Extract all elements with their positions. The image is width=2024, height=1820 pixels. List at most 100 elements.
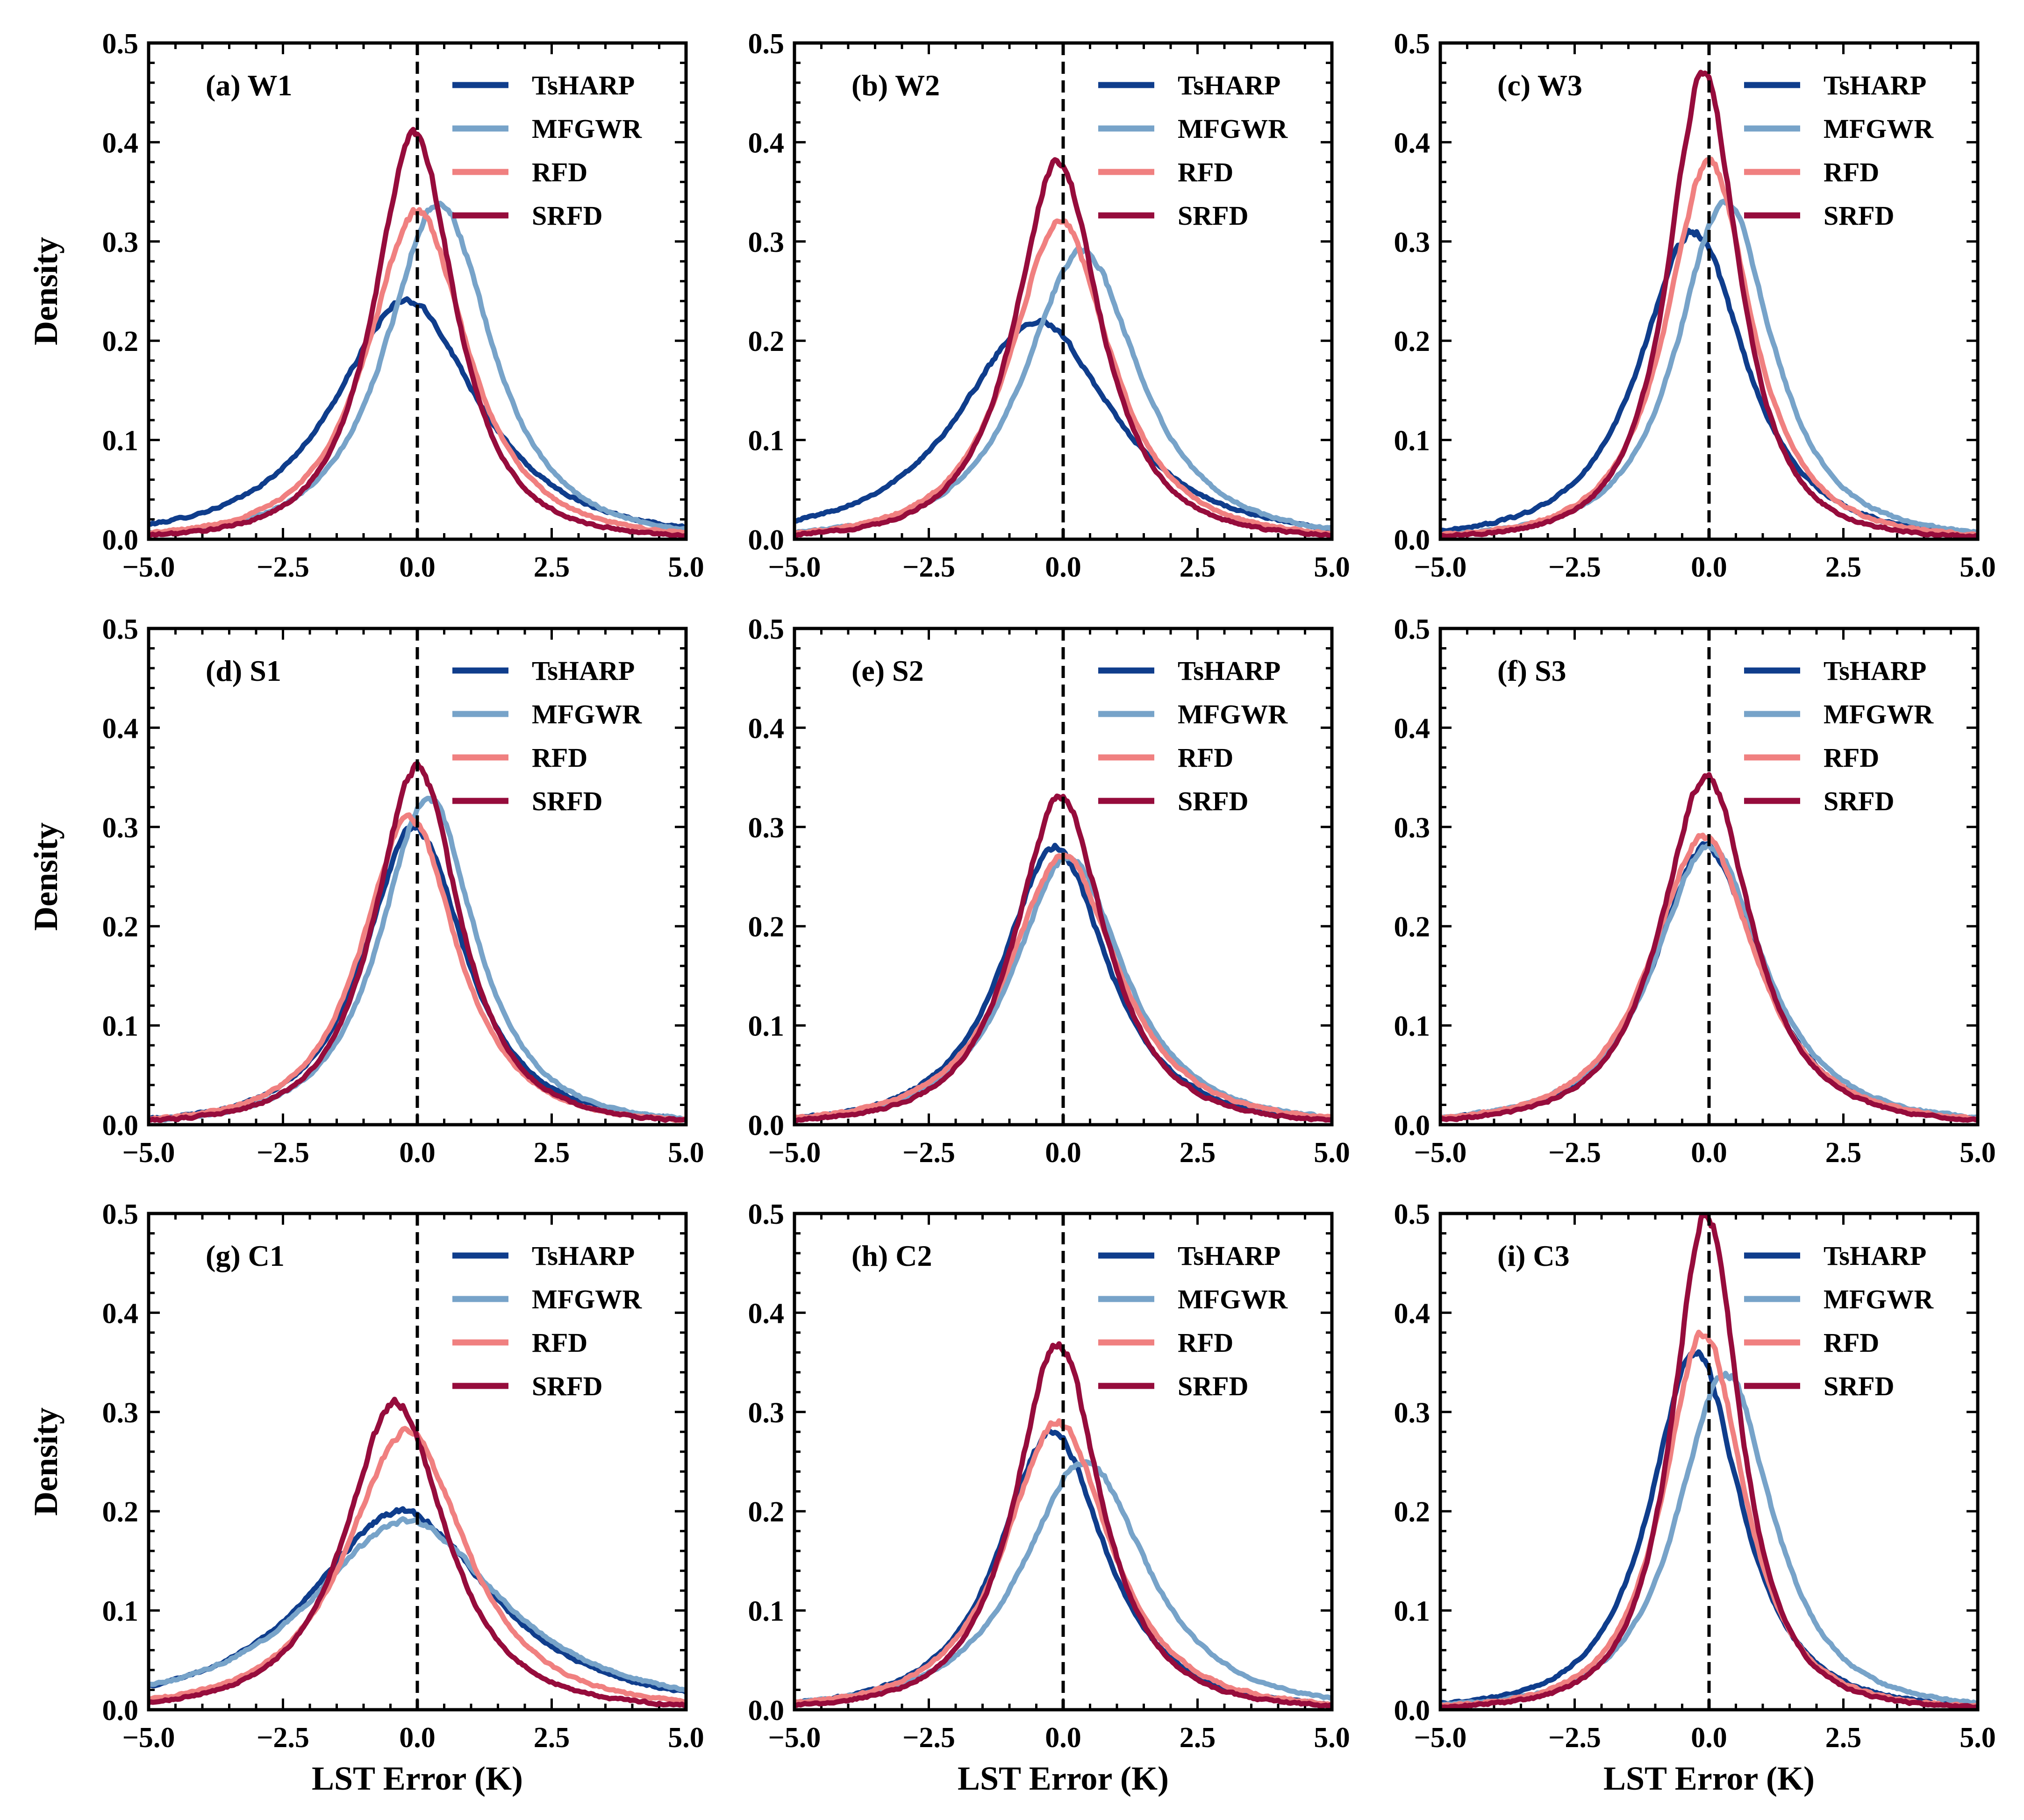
panel-title: (b) W2 — [851, 69, 940, 102]
panel-title: (e) S2 — [851, 654, 924, 687]
x-tick-label: 0.0 — [399, 1137, 436, 1169]
series-line-mfgwr — [1440, 842, 1978, 1121]
x-axis-label: LST Error (K) — [1603, 1760, 1815, 1797]
plot-frame — [793, 1212, 1334, 1712]
x-axis-label: LST Error (K) — [958, 1760, 1169, 1797]
plot-frame — [793, 41, 1334, 541]
legend-label-srfd: SRFD — [1824, 786, 1894, 816]
x-tick-label: 5.0 — [1314, 1137, 1350, 1169]
panel-title: (g) C1 — [206, 1239, 285, 1272]
legend-label-srfd: SRFD — [532, 786, 602, 816]
y-tick-label: 0.2 — [748, 1496, 785, 1528]
x-tick-label: 2.5 — [1180, 1722, 1216, 1754]
x-tick-label: 0.0 — [1691, 1722, 1727, 1754]
legend-label-rfd: RFD — [1824, 157, 1879, 187]
legend-label-tsharp: TsHARP — [532, 70, 635, 100]
x-tick-label: 2.5 — [1180, 551, 1216, 583]
legend-label-tsharp: TsHARP — [532, 656, 635, 686]
legend-label-rfd: RFD — [532, 157, 587, 187]
x-axis-label: LST Error (K) — [312, 1760, 523, 1797]
x-tick-label: 0.0 — [1045, 551, 1081, 583]
legend-label-srfd: SRFD — [532, 1371, 602, 1401]
panel-1: −5.0 −2.5 0.0 2.5 5.0 0.0 0.1 0.2 0.3 0.4 0.5 (a) W… — [27, 28, 704, 583]
legend-label-srfd: SRFD — [1824, 200, 1894, 231]
y-tick-label: 0.3 — [102, 227, 139, 258]
x-tick-label: 2.5 — [1825, 1722, 1862, 1754]
x-tick-label: 0.0 — [399, 1722, 436, 1754]
legend-label-tsharp: TsHARP — [1824, 70, 1926, 100]
y-tick-label: 0.0 — [102, 1695, 139, 1727]
y-tick-label: 0.2 — [102, 1496, 139, 1528]
y-tick-label: 0.3 — [1394, 227, 1430, 258]
legend: TsHARP MFGWR RFD SRFD — [1098, 1241, 1288, 1401]
legend: TsHARP MFGWR RFD SRFD — [1744, 1241, 1934, 1401]
x-tick-label: 0.0 — [1691, 1137, 1727, 1169]
panel-title: (h) C2 — [851, 1239, 932, 1272]
x-tick-label: 5.0 — [1314, 551, 1350, 583]
y-tick-label: 0.5 — [1394, 28, 1430, 60]
panel-8: −5.0 −2.5 0.0 2.5 5.0 0.0 0.1 0.2 0.3 0.4 0.5 (h) C… — [748, 1199, 1350, 1797]
legend-label-rfd: RFD — [532, 1328, 587, 1358]
panel-6: −5.0 −2.5 0.0 2.5 5.0 0.0 0.1 0.2 0.3 0.4 0.5 (f) S… — [1394, 614, 1996, 1169]
legend-label-srfd: SRFD — [1178, 200, 1248, 231]
y-tick-label: 0.5 — [1394, 1199, 1430, 1230]
y-tick-label: 0.5 — [748, 1199, 785, 1230]
x-tick-label: 0.0 — [1045, 1137, 1081, 1169]
legend-label-rfd: RFD — [1824, 742, 1879, 773]
y-tick-label: 0.5 — [102, 614, 139, 645]
y-tick-label: 0.1 — [102, 425, 139, 457]
y-tick-label: 0.0 — [1394, 1695, 1430, 1727]
x-tick-label: −2.5 — [902, 1137, 955, 1169]
legend-label-rfd: RFD — [532, 742, 587, 773]
x-tick-label: −5.0 — [768, 551, 821, 583]
y-tick-label: 0.3 — [1394, 812, 1430, 844]
y-tick-label: 0.3 — [748, 1397, 785, 1429]
plot-frame — [1438, 627, 1980, 1127]
plot-frame — [1438, 1212, 1980, 1712]
legend: TsHARP MFGWR RFD SRFD — [1098, 70, 1288, 231]
x-tick-label: −2.5 — [902, 551, 955, 583]
series-line-rfd — [1440, 1329, 1978, 1709]
x-tick-label: −2.5 — [902, 1722, 955, 1754]
y-tick-label: 0.2 — [748, 911, 785, 943]
x-tick-label: −2.5 — [257, 551, 309, 583]
y-tick-label: 0.5 — [1394, 614, 1430, 645]
x-tick-label: 5.0 — [668, 551, 704, 583]
legend-label-tsharp: TsHARP — [1824, 1241, 1926, 1271]
series-line-srfd — [794, 793, 1332, 1123]
legend-label-mfgwr: MFGWR — [532, 1284, 642, 1314]
y-tick-label: 0.4 — [1394, 1298, 1430, 1329]
panel-3: −5.0 −2.5 0.0 2.5 5.0 0.0 0.1 0.2 0.3 0.4 0.5 (c) W… — [1394, 28, 1996, 583]
x-tick-label: −5.0 — [768, 1722, 821, 1754]
x-tick-label: 2.5 — [1825, 1137, 1862, 1169]
x-tick-label: −5.0 — [1414, 1722, 1467, 1754]
legend-label-srfd: SRFD — [532, 200, 602, 231]
y-tick-label: 0.3 — [102, 812, 139, 844]
panel-title: (a) W1 — [206, 69, 292, 102]
y-tick-label: 0.4 — [748, 713, 785, 744]
y-tick-label: 0.2 — [748, 326, 785, 357]
x-tick-label: −2.5 — [257, 1137, 309, 1169]
legend-label-mfgwr: MFGWR — [1178, 114, 1288, 144]
x-tick-label: −5.0 — [122, 1722, 175, 1754]
x-tick-label: 5.0 — [1960, 551, 1996, 583]
legend: TsHARP MFGWR RFD SRFD — [452, 1241, 642, 1401]
y-tick-label: 0.4 — [102, 1298, 139, 1329]
y-tick-label: 0.4 — [748, 1298, 785, 1329]
y-tick-label: 0.1 — [1394, 1596, 1430, 1627]
y-tick-label: 0.5 — [102, 28, 139, 60]
y-tick-label: 0.2 — [102, 326, 139, 357]
legend: TsHARP MFGWR RFD SRFD — [1744, 656, 1934, 816]
x-tick-label: 5.0 — [1960, 1137, 1996, 1169]
y-tick-label: 0.0 — [748, 524, 785, 556]
legend-label-tsharp: TsHARP — [1178, 1241, 1280, 1271]
y-tick-label: 0.0 — [748, 1695, 785, 1727]
x-tick-label: −5.0 — [122, 551, 175, 583]
legend-label-mfgwr: MFGWR — [1178, 699, 1288, 729]
legend-label-srfd: SRFD — [1824, 1371, 1894, 1401]
y-tick-label: 0.1 — [748, 425, 785, 457]
x-tick-label: −5.0 — [122, 1137, 175, 1169]
y-axis-label: Density — [27, 1407, 64, 1516]
legend-label-mfgwr: MFGWR — [532, 114, 642, 144]
